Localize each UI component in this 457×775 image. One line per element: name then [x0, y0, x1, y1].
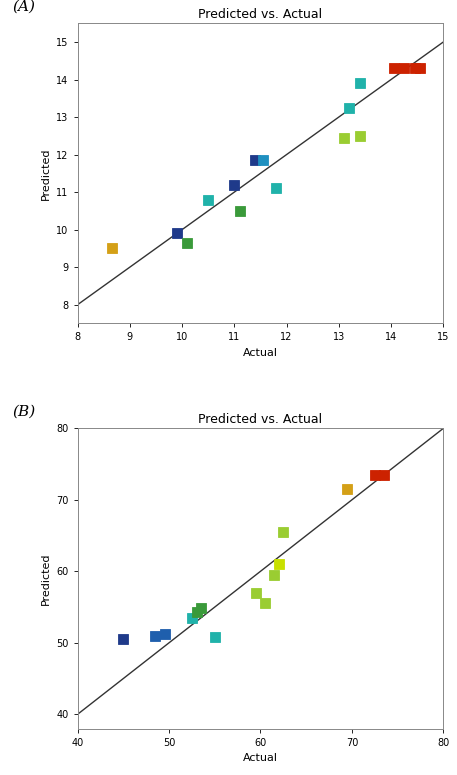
- X-axis label: Actual: Actual: [243, 348, 278, 358]
- Title: Predicted vs. Actual: Predicted vs. Actual: [198, 413, 323, 425]
- Text: (A): (A): [12, 0, 35, 13]
- Text: (B): (B): [12, 405, 35, 418]
- Y-axis label: Predicted: Predicted: [41, 147, 51, 199]
- Y-axis label: Predicted: Predicted: [41, 553, 51, 604]
- Title: Predicted vs. Actual: Predicted vs. Actual: [198, 8, 323, 21]
- X-axis label: Actual: Actual: [243, 753, 278, 763]
